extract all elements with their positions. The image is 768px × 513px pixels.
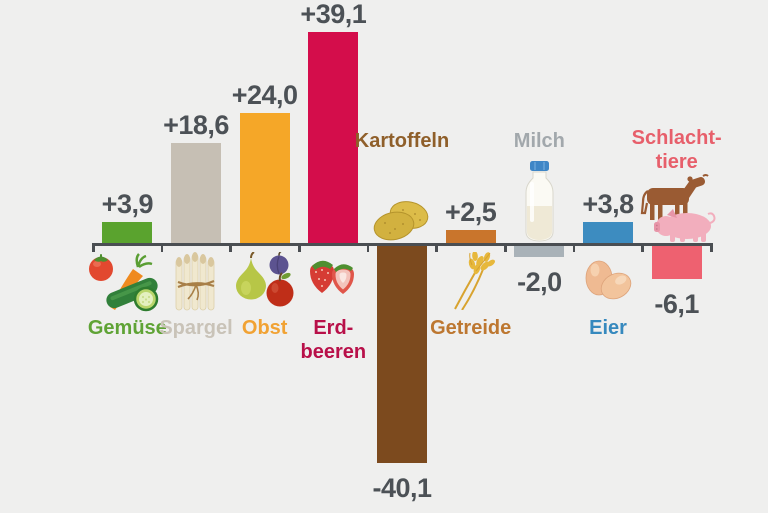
category-label-line: beeren (300, 341, 367, 363)
category-label-line: Spargel (159, 317, 233, 339)
category-label-kartoffeln: Kartoffeln (327, 129, 477, 153)
icon-group-eier (583, 255, 633, 301)
pear-icon (235, 252, 266, 300)
icon-group-erdbeeren (306, 255, 360, 301)
category-label-line: Obst (241, 317, 288, 339)
axis-tick (92, 243, 95, 252)
icon-group-kartoffeln (373, 196, 431, 242)
category-label-spargel: Spargel (121, 316, 271, 340)
plum-icon (269, 252, 289, 275)
category-label-line: Erd- (313, 317, 354, 339)
icon-group-gemuese (88, 251, 166, 313)
category-label-milch: Milch (464, 129, 614, 153)
icon-group-getreide (447, 252, 495, 310)
axis-tick (160, 243, 164, 252)
value-label-milch: -2,0 (517, 266, 562, 297)
category-label-schlachttiere: Schlacht-tiere (602, 126, 752, 174)
bar-obst (239, 113, 290, 243)
potatoes-icon (373, 201, 429, 241)
bar-erdbeeren (308, 31, 359, 243)
value-label-erdbeeren: +39,1 (300, 0, 367, 29)
cow-icon (640, 174, 709, 220)
category-label-line: Schlacht- (631, 127, 722, 149)
bar-milch (514, 246, 565, 257)
axis-tick (298, 243, 301, 252)
bar-kartoffeln (377, 246, 427, 463)
value-label-schlachttiere: -6,1 (654, 288, 699, 319)
category-label-line: Eier (589, 317, 627, 339)
bar-schlachttiere (651, 246, 702, 279)
asparagus-bundle-icon (175, 252, 215, 311)
value-label-spargel: +18,6 (163, 109, 229, 140)
category-label-obst: Obst (190, 316, 340, 340)
cucumber-icon (106, 277, 159, 312)
pig-icon (653, 209, 716, 242)
wheat-icon (453, 252, 495, 310)
category-label-getreide: Getreide (396, 316, 546, 340)
category-label-gemuese: Gemüse (52, 316, 202, 340)
category-label-eier: Eier (533, 316, 683, 340)
strawberries-icon (310, 260, 355, 294)
category-label-line: tiere (655, 151, 698, 173)
value-label-getreide: +2,5 (445, 196, 497, 227)
axis-tick (641, 243, 644, 252)
bar-spargel (171, 142, 221, 243)
category-label-line: Kartoffeln (354, 130, 450, 152)
milk-bottle-icon (525, 161, 554, 242)
axis-tick (572, 243, 576, 252)
bar-gemuese (102, 221, 153, 243)
value-label-kartoffeln: -40,1 (372, 472, 432, 503)
bar-getreide (445, 229, 496, 243)
value-label-eier: +3,8 (582, 189, 634, 220)
axis-tick (366, 243, 370, 252)
icon-group-schlachttiere (638, 171, 716, 243)
tomato-icon (89, 254, 114, 281)
category-label-line: Gemüse (87, 317, 167, 339)
axis-tick (435, 243, 438, 252)
category-label-line: Milch (513, 130, 565, 152)
category-label-erdbeeren: Erd-beeren (258, 316, 408, 364)
icon-group-obst (234, 252, 296, 310)
axis-tick (504, 243, 507, 252)
eggs-icon (585, 260, 632, 300)
bar-eier (583, 222, 634, 243)
value-label-gemuese: +3,9 (101, 188, 154, 219)
axis-tick (229, 243, 232, 252)
x-axis (92, 243, 712, 246)
axis-tick (710, 243, 713, 252)
category-label-line: Getreide (430, 317, 512, 339)
icon-group-spargel (174, 252, 218, 312)
value-label-obst: +24,0 (231, 80, 298, 111)
apple-icon (266, 272, 294, 307)
icon-group-milch (523, 160, 556, 242)
